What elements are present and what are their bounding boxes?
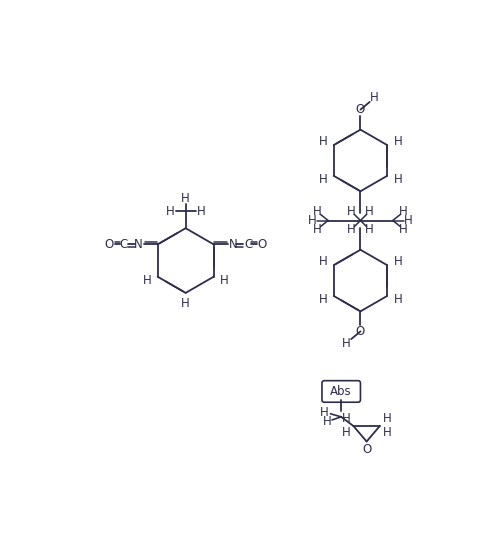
Text: H: H [346, 223, 355, 236]
Text: H: H [342, 337, 350, 350]
Text: H: H [219, 274, 228, 287]
Text: N: N [228, 238, 237, 251]
Text: H: H [318, 255, 327, 268]
Text: H: H [365, 223, 373, 236]
Text: O: O [355, 325, 364, 338]
Text: O: O [104, 238, 114, 251]
Text: H: H [393, 293, 401, 307]
Text: H: H [365, 205, 373, 218]
Text: H: H [346, 205, 355, 218]
Text: H: H [393, 255, 401, 268]
Text: H: H [318, 135, 327, 148]
Text: H: H [312, 205, 321, 218]
Text: O: O [257, 238, 266, 251]
Text: H: H [398, 205, 407, 218]
Text: C: C [119, 238, 127, 251]
Text: O: O [355, 103, 364, 116]
Text: H: H [393, 173, 401, 186]
Text: H: H [318, 293, 327, 307]
FancyBboxPatch shape [321, 381, 360, 402]
Text: H: H [181, 193, 190, 205]
Text: O: O [361, 442, 371, 456]
Text: H: H [196, 205, 205, 218]
Text: H: H [393, 135, 401, 148]
Text: H: H [181, 297, 190, 310]
Text: H: H [318, 173, 327, 186]
Text: H: H [369, 91, 378, 104]
Text: H: H [312, 223, 321, 236]
Text: H: H [165, 205, 174, 218]
Text: H: H [403, 214, 412, 227]
Text: Abs: Abs [330, 385, 351, 398]
Text: H: H [382, 426, 391, 439]
Text: H: H [319, 406, 328, 419]
Text: H: H [398, 223, 407, 236]
Text: H: H [341, 412, 350, 425]
Text: N: N [134, 238, 142, 251]
Text: H: H [341, 426, 350, 439]
Text: H: H [322, 415, 331, 428]
Text: C: C [243, 238, 252, 251]
Text: H: H [142, 274, 151, 287]
Text: H: H [308, 214, 317, 227]
Text: H: H [382, 412, 391, 425]
